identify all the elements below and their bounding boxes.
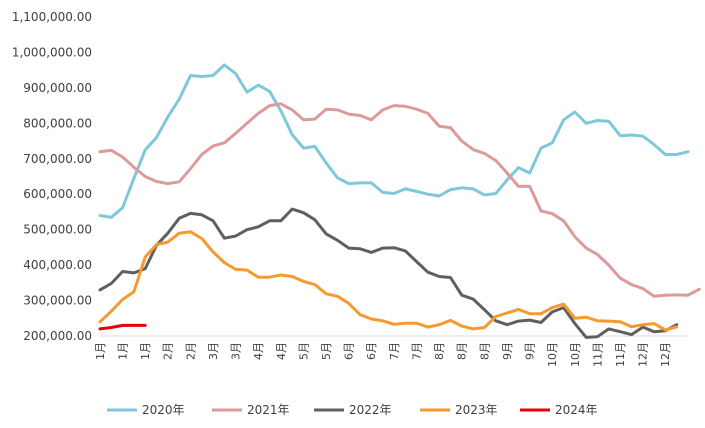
x-tick-label: 3月 bbox=[230, 342, 243, 360]
x-tick-label: 10月 bbox=[569, 342, 582, 367]
y-tick-label: 1,100,000.00 bbox=[12, 10, 92, 24]
legend-label: 2020年 bbox=[142, 403, 185, 417]
y-tick-label: 300,000.00 bbox=[23, 294, 92, 308]
x-tick-label: 3月 bbox=[207, 342, 220, 360]
legend-label: 2022年 bbox=[349, 403, 392, 417]
legend-label: 2021年 bbox=[247, 403, 290, 417]
y-tick-label: 1,000,000.00 bbox=[12, 45, 92, 59]
series-line-2020年 bbox=[98, 63, 690, 219]
y-tick-label: 800,000.00 bbox=[23, 116, 92, 130]
series-line-2022年 bbox=[98, 207, 679, 339]
y-tick-label: 500,000.00 bbox=[23, 223, 92, 237]
y-tick-label: 700,000.00 bbox=[23, 152, 92, 166]
x-tick-label: 8月 bbox=[478, 342, 491, 360]
x-tick-label: 12月 bbox=[637, 342, 650, 367]
x-tick-label: 1月 bbox=[94, 342, 107, 360]
x-tick-label: 2月 bbox=[162, 342, 175, 360]
series-line-2024年 bbox=[98, 323, 147, 331]
x-tick-label: 10月 bbox=[546, 342, 559, 367]
x-tick-label: 6月 bbox=[343, 342, 356, 360]
x-tick-label: 11月 bbox=[614, 342, 627, 367]
x-tick-label: 1月 bbox=[139, 342, 152, 360]
x-tick-label: 11月 bbox=[591, 342, 604, 367]
x-tick-label: 7月 bbox=[410, 342, 423, 360]
x-tick-label: 6月 bbox=[365, 342, 378, 360]
x-tick-label: 12月 bbox=[659, 342, 672, 367]
series-line-2021年 bbox=[98, 102, 701, 298]
y-tick-label: 900,000.00 bbox=[23, 81, 92, 95]
x-tick-label: 1月 bbox=[116, 342, 129, 360]
series-line-2023年 bbox=[98, 230, 679, 332]
x-tick-label: 9月 bbox=[501, 342, 514, 360]
x-tick-label: 4月 bbox=[252, 342, 265, 360]
y-tick-label: 600,000.00 bbox=[23, 187, 92, 201]
x-tick-label: 9月 bbox=[524, 342, 537, 360]
legend-label: 2024年 bbox=[555, 403, 598, 417]
x-tick-label: 5月 bbox=[320, 342, 333, 360]
x-tick-label: 8月 bbox=[433, 342, 446, 360]
x-tick-label: 2月 bbox=[184, 342, 197, 360]
x-tick-label: 7月 bbox=[388, 342, 401, 360]
y-tick-label: 400,000.00 bbox=[23, 258, 92, 272]
y-tick-label: 200,000.00 bbox=[23, 329, 92, 343]
x-tick-label: 4月 bbox=[275, 342, 288, 360]
x-tick-label: 8月 bbox=[456, 342, 469, 360]
legend-label: 2023年 bbox=[455, 403, 498, 417]
x-tick-label: 5月 bbox=[297, 342, 310, 360]
